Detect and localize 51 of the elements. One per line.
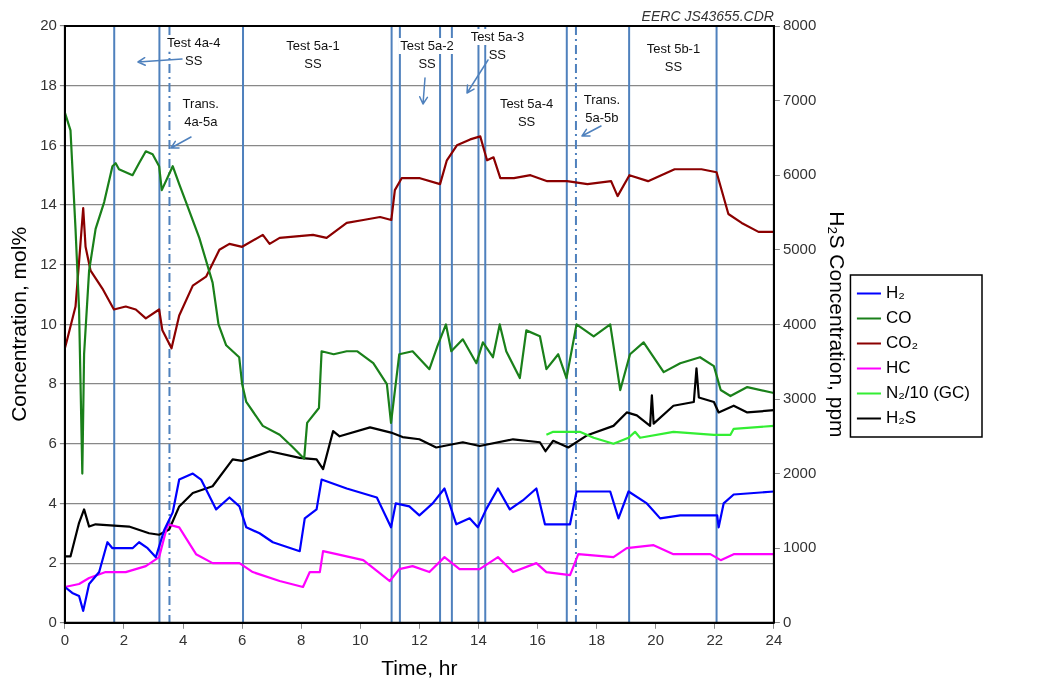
y-tick-label: 12 xyxy=(40,254,57,272)
x-tick-label: 2 xyxy=(119,630,129,648)
y-axis-title: Concentration, mol% xyxy=(7,226,31,422)
y2-tick-label: 5000 xyxy=(782,239,817,257)
annotation: Trans. 4a-5a xyxy=(182,96,219,130)
y2-tick-label: 0 xyxy=(782,612,792,630)
x-tick-label: 10 xyxy=(351,630,369,648)
y2-tick-label: 7000 xyxy=(782,90,817,108)
y2-tick-label: 1000 xyxy=(782,538,817,556)
y-tick-label: 0 xyxy=(48,612,57,630)
y2-axis-title: H₂S Concentration, ppm xyxy=(826,211,850,438)
x-tick-label: 0 xyxy=(60,630,70,648)
annotation: Test 5a-1 SS xyxy=(286,38,340,72)
y-tick-label: 20 xyxy=(40,16,57,34)
legend-label: H₂S xyxy=(885,408,917,428)
x-axis-title: Time, hr xyxy=(381,656,458,680)
x-tick-label: 16 xyxy=(529,630,546,648)
text: EERC JS43655.CDR xyxy=(641,7,774,24)
y2-tick-label: 4000 xyxy=(782,314,817,332)
x-tick-label: 6 xyxy=(237,630,247,648)
annotation: Trans. 5a-5b xyxy=(583,91,621,125)
x-tick-label: 18 xyxy=(588,630,605,648)
annotation: Test 5a-4 SS xyxy=(499,96,554,130)
y-tick-label: 4 xyxy=(48,493,57,511)
y-tick-label: 18 xyxy=(40,75,57,93)
legend-label: CO₂ xyxy=(885,333,919,353)
y-tick-label: 2 xyxy=(48,553,57,571)
y-tick-label: 10 xyxy=(40,314,57,332)
x-tick-label: 20 xyxy=(647,630,665,648)
x-tick-label: 12 xyxy=(411,630,428,648)
y2-tick-label: 2000 xyxy=(782,463,817,481)
legend-label: H₂ xyxy=(885,283,905,303)
annotation: Test 5a-2 SS xyxy=(400,37,454,71)
x-tick-label: 8 xyxy=(297,630,306,648)
y2-tick-label: 3000 xyxy=(782,389,817,407)
annotation: Test 5b-1 SS xyxy=(646,40,701,74)
y2-tick-label: 6000 xyxy=(782,165,817,183)
legend-label: N₂/10 (GC) xyxy=(885,383,971,403)
annotation: Test 4a-4 SS xyxy=(166,35,221,69)
x-tick-label: 14 xyxy=(470,630,487,648)
y-tick-label: 8 xyxy=(48,374,57,392)
y-tick-label: 16 xyxy=(40,135,57,153)
annotation: Test 5a-3 SS xyxy=(470,28,525,62)
y-tick-label: 14 xyxy=(40,195,57,213)
y-tick-label: 6 xyxy=(48,433,57,451)
y2-tick-label: 8000 xyxy=(782,16,817,34)
x-tick-label: 4 xyxy=(178,630,188,648)
legend-label: CO xyxy=(885,308,912,328)
legend-label: HC xyxy=(885,358,911,378)
x-tick-label: 24 xyxy=(765,630,783,648)
x-tick-label: 22 xyxy=(706,630,724,648)
